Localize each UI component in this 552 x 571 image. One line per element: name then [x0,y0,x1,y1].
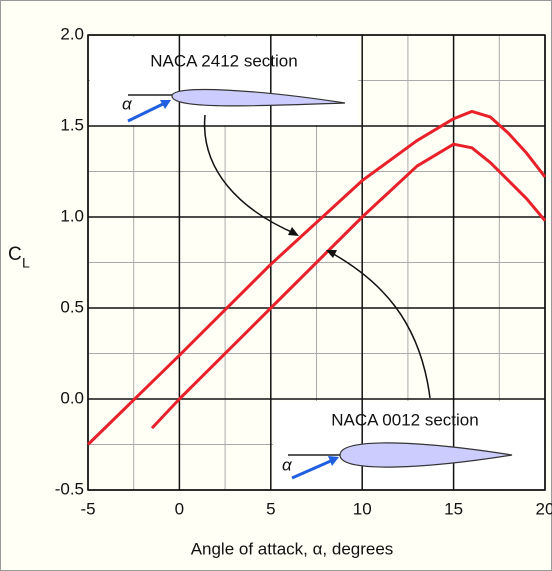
x-tick-label: 0 [175,499,184,518]
arrowhead [326,250,337,258]
series-line [150,142,547,430]
y-tick-label: 2.0 [60,24,84,43]
series-line [86,109,547,446]
series-label: NACA 0012 section [331,410,478,429]
major-grid [87,34,546,491]
y-tick-label: 1.0 [60,206,84,225]
airfoil [339,442,513,468]
arrowhead [328,456,339,466]
series [86,109,547,446]
pointer-arrow [329,251,431,399]
y-tick-label: 0.0 [60,388,84,407]
alpha-symbol: α [282,455,293,474]
pointer-arrow [203,114,297,235]
arrowhead [288,227,299,236]
arrowhead [160,100,171,109]
x-tick-label: -5 [80,499,95,518]
flow-arrow [291,458,334,480]
y-tick-label: 0.5 [60,297,84,316]
x-axis-label: Angle of attack, α, degrees [191,539,394,558]
y-tick-label: -0.5 [55,479,84,498]
plot-border [87,34,546,491]
x-tick-label: 15 [444,499,463,518]
flow-arrow [127,101,166,123]
x-tick-label: 10 [353,499,372,518]
y-axis-label: C [8,244,22,265]
x-tick-label: 5 [266,499,275,518]
x-tick-label: 20 [536,499,552,518]
series-label: NACA 2412 section [150,51,297,70]
y-axis-label-subscript: L [22,255,30,271]
y-tick-label: 1.5 [60,115,84,134]
label-box [90,37,358,125]
airfoil [171,88,346,107]
alpha-symbol: α [122,94,133,113]
